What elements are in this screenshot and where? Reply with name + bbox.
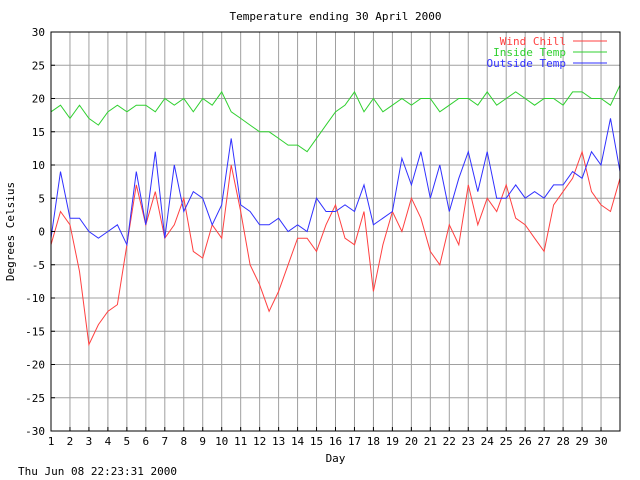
legend-label: Inside Temp <box>493 46 566 59</box>
x-tick-label: 8 <box>180 435 187 448</box>
y-tick-label: -20 <box>25 359 45 372</box>
legend-label: Wind Chill <box>500 35 566 48</box>
x-tick-label: 25 <box>500 435 513 448</box>
x-tick-label: 30 <box>594 435 607 448</box>
x-tick-label: 5 <box>124 435 131 448</box>
x-tick-label: 23 <box>462 435 475 448</box>
x-tick-label: 27 <box>538 435 551 448</box>
x-tick-label: 7 <box>161 435 168 448</box>
y-tick-label: -15 <box>25 325 45 338</box>
x-tick-label: 2 <box>67 435 74 448</box>
x-tick-label: 9 <box>199 435 206 448</box>
y-tick-label: 0 <box>38 226 45 239</box>
x-tick-label: 24 <box>481 435 495 448</box>
grid-lines <box>51 32 620 431</box>
x-tick-label: 20 <box>405 435 418 448</box>
y-tick-label: -25 <box>25 392 45 405</box>
x-axis-label: Day <box>326 452 346 465</box>
series-line-outside-temp <box>50 118 621 247</box>
x-tick-label: 19 <box>386 435 399 448</box>
x-tick-label: 1 <box>48 435 55 448</box>
x-tick-label: 11 <box>234 435 247 448</box>
chart-title: Temperature ending 30 April 2000 <box>230 10 442 23</box>
legend-label: Outside Temp <box>487 57 566 70</box>
y-tick-label: 25 <box>32 59 45 72</box>
x-tick-label: 26 <box>519 435 532 448</box>
x-tick-label: 28 <box>556 435 569 448</box>
y-tick-label: -10 <box>25 292 45 305</box>
y-tick-label: 20 <box>32 93 45 106</box>
x-tick-label: 16 <box>329 435 342 448</box>
series-line-inside-temp <box>50 84 621 153</box>
y-tick-label: 15 <box>32 126 45 139</box>
footer-timestamp: Thu Jun 08 22:23:31 2000 <box>18 465 177 478</box>
x-tick-label: 15 <box>310 435 323 448</box>
x-tick-label: 14 <box>291 435 305 448</box>
x-tick-label: 21 <box>424 435 437 448</box>
x-tick-label: 18 <box>367 435 380 448</box>
y-tick-label: -5 <box>32 259 45 272</box>
x-tick-label: 29 <box>575 435 588 448</box>
y-axis-label: Degrees Celsius <box>4 182 17 281</box>
x-tick-label: 3 <box>86 435 93 448</box>
x-tick-label: 10 <box>215 435 228 448</box>
axis-ticks: 1 2 3 4 5 6 7 8 9 10 11 12 13 14 15 16 17 18 19 20 21 22 23 24 2… <box>25 26 608 448</box>
x-tick-label: 22 <box>443 435 456 448</box>
x-tick-label: 4 <box>105 435 112 448</box>
x-tick-label: 6 <box>143 435 150 448</box>
y-tick-label: 30 <box>32 26 45 39</box>
y-tick-label: 5 <box>38 192 45 205</box>
series-lines <box>50 84 621 347</box>
x-tick-label: 13 <box>272 435 285 448</box>
y-tick-label: 10 <box>32 159 45 172</box>
x-tick-label: 12 <box>253 435 266 448</box>
x-tick-label: 17 <box>348 435 361 448</box>
y-tick-label: -30 <box>25 425 45 438</box>
